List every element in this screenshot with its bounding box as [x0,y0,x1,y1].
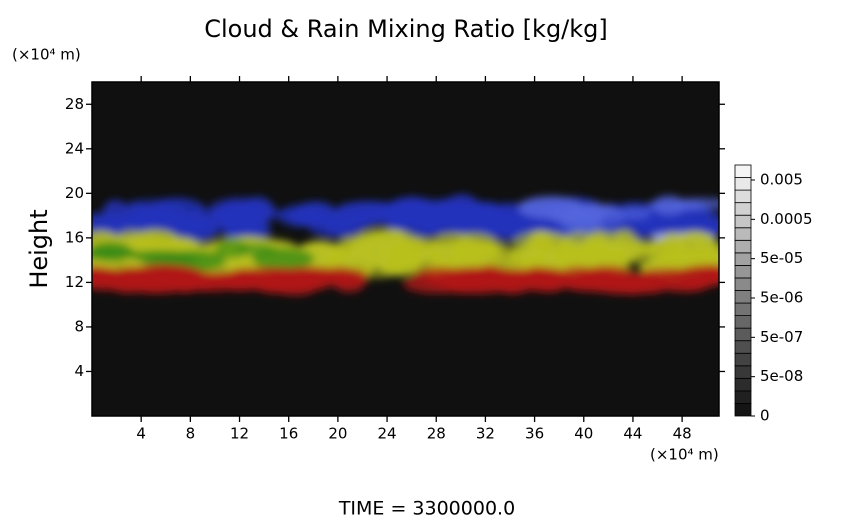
y-axis-label: Height [25,209,53,288]
colorbar-step [734,164,752,178]
cloud-blob [574,273,624,284]
colorbar-step [734,302,752,316]
x-unit: (×10⁴ m) [650,446,719,464]
colorbar-step [734,277,752,291]
colorbar-step [734,239,752,254]
colorbar-step [734,189,752,204]
colorbar-step [734,290,752,304]
footer: TIME = 3300000.0 [338,498,515,519]
colorbar [734,164,755,417]
cloud-blob [228,205,260,220]
cloud-blob [135,277,189,294]
y-tick-label: 28 [65,95,84,113]
chart-title: Cloud & Rain Mixing Ratio [kg/kg] [204,15,608,43]
cloud-blob [494,221,523,237]
cloud-blob [334,276,365,293]
cloud-blob [313,216,377,231]
y-tick-label: 4 [74,362,84,380]
cloud-render [92,193,719,296]
x-tick-label: 20 [328,425,347,443]
cloud-blob [559,207,602,234]
colorbar-tick-label: 0.005 [760,171,803,189]
y-unit: (×10⁴ m) [12,46,81,64]
colorbar-tick-label: 0.0005 [760,210,813,228]
y-tick-label: 24 [65,139,84,157]
colorbar-tick-label: 5e-07 [760,328,803,346]
colorbar-step [734,227,752,241]
colorbar-step [734,252,752,266]
cloud-blob [256,269,302,288]
colorbar-tick-label: 5e-08 [760,367,803,385]
colorbar-step [734,214,752,229]
x-tick-label: 32 [476,425,495,443]
cloud-blob [288,209,324,226]
cloud-blob [639,210,681,240]
cloud-blob [694,267,719,284]
x-tick-label: 4 [136,425,146,443]
colorbar-step [734,390,752,404]
colorbar-step [734,177,752,191]
colorbar-step [734,202,752,216]
cloud-blob [646,200,704,211]
cloud-blob [153,202,186,221]
colorbar-tick-label: 5e-05 [760,249,803,267]
x-tick-label: 36 [525,425,544,443]
y-tick-label: 12 [65,273,84,291]
x-tick-label: 8 [186,425,196,443]
colorbar-step [734,403,752,417]
cloud-blob [647,238,687,254]
axes [86,76,725,422]
colorbar-tick-label: 0 [760,407,770,425]
cloud-blob [363,234,391,267]
x-tick-label: 48 [673,425,692,443]
cloud-blob [445,193,480,225]
colorbar-step [734,365,752,379]
cloud-blob [628,271,670,294]
y-tick-label: 16 [65,228,84,246]
colorbar-step [734,327,752,342]
y-tick-label: 8 [74,317,84,335]
cloud-blob [452,232,499,261]
colorbar-step [734,377,752,392]
x-tick-label: 28 [427,425,446,443]
cloud-blob [149,221,203,232]
colorbar-step [734,264,752,279]
cloud-blob [659,279,709,293]
x-tick-label: 24 [378,425,397,443]
cloud-blob [555,246,619,269]
cloud-blob [122,201,151,225]
cloud-blob [214,239,250,259]
cloud-blob [513,273,570,292]
colorbar-step [734,352,752,367]
cloud-blob [474,265,504,284]
x-tick-label: 12 [230,425,249,443]
y-tick-label: 20 [65,184,84,202]
x-tick-label: 16 [279,425,298,443]
x-tick-label: 40 [574,425,593,443]
x-tick-label: 44 [623,425,642,443]
cloud-blob [92,242,133,262]
plot-frame [91,81,720,417]
colorbar-tick-label: 5e-06 [760,289,803,307]
cloud-blob [614,206,652,220]
colorbar-step [734,315,752,329]
colorbar-step [734,340,752,354]
